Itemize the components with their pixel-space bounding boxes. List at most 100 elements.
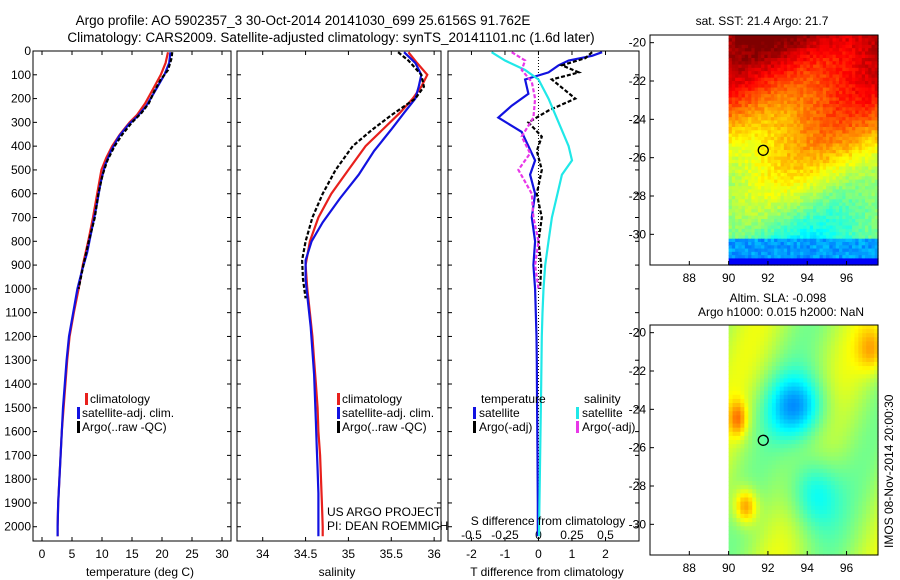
map-cell xyxy=(868,199,873,204)
map-cell xyxy=(815,337,820,343)
map-cell xyxy=(756,378,761,384)
map-cell xyxy=(852,258,856,263)
map-cell xyxy=(874,123,879,128)
map-cell xyxy=(796,84,801,89)
map-cell xyxy=(791,390,797,396)
map-cell xyxy=(870,423,875,429)
map-cell xyxy=(816,97,821,102)
map-cell xyxy=(806,156,811,161)
map-cell xyxy=(809,163,814,168)
map-cell xyxy=(728,361,734,367)
map-cell xyxy=(852,38,856,43)
map-cell xyxy=(770,153,775,158)
map-cell xyxy=(858,386,863,392)
map-cell xyxy=(774,228,778,233)
map-cell xyxy=(834,398,840,404)
map-cell xyxy=(842,87,847,92)
map-cell xyxy=(777,41,782,46)
map-cell xyxy=(826,67,830,72)
map-cell xyxy=(795,353,800,359)
map-cell xyxy=(855,215,860,220)
map-cell xyxy=(858,468,863,474)
map-cell xyxy=(838,460,844,466)
map-cell xyxy=(731,156,736,161)
map-cell xyxy=(795,423,800,429)
map-cell xyxy=(796,38,801,43)
map-cell xyxy=(800,146,804,151)
map-cell xyxy=(735,146,739,151)
map-cell xyxy=(731,232,736,237)
map-cell xyxy=(848,182,853,187)
map-cell xyxy=(848,123,853,128)
map-cell xyxy=(787,123,791,128)
map-cell xyxy=(862,357,867,363)
map-cell xyxy=(819,100,824,105)
map-cell xyxy=(756,349,761,355)
map-cell xyxy=(764,41,769,46)
map-cell xyxy=(741,81,746,85)
map-cell xyxy=(748,133,752,138)
map-cell xyxy=(790,97,795,102)
map-cell xyxy=(846,460,852,466)
map-cell xyxy=(761,156,765,161)
map-cell xyxy=(774,113,778,118)
map-cell xyxy=(838,427,844,433)
map-cell xyxy=(787,130,791,135)
map-cell xyxy=(842,258,847,263)
map-cell xyxy=(865,166,869,171)
map-cell xyxy=(754,54,759,59)
map-cell xyxy=(826,130,830,135)
map-cell xyxy=(787,94,791,99)
map-cell xyxy=(770,136,775,141)
map-cell xyxy=(738,173,743,177)
map-cell xyxy=(813,64,817,69)
map-cell xyxy=(870,394,875,400)
map-cell xyxy=(865,248,869,253)
map-cell xyxy=(822,427,828,433)
map-cell xyxy=(748,261,752,266)
map-cell xyxy=(748,349,753,355)
map-cell xyxy=(868,87,873,92)
map-cell xyxy=(748,345,753,351)
map-cell xyxy=(809,255,814,260)
map-cell xyxy=(845,74,850,79)
map-cell xyxy=(822,341,828,347)
map-cell xyxy=(757,235,762,240)
map-cell xyxy=(870,415,875,421)
map-cell xyxy=(861,127,866,131)
map-cell xyxy=(775,407,781,412)
map-cell xyxy=(819,196,824,200)
map-cell xyxy=(811,468,816,474)
map-cell xyxy=(787,398,793,404)
map-cell xyxy=(868,117,873,122)
map-cell xyxy=(830,464,836,470)
map-cell xyxy=(751,251,756,256)
map-cell xyxy=(874,476,879,482)
map-cell xyxy=(796,212,801,217)
map-cell xyxy=(770,173,775,177)
map-cell xyxy=(874,150,879,154)
map-cell xyxy=(795,378,800,384)
map-cell xyxy=(761,74,765,79)
map-cell xyxy=(741,58,746,62)
map-cell xyxy=(830,403,836,408)
map-cell xyxy=(868,189,873,194)
map-cell xyxy=(865,136,869,141)
map-cell xyxy=(861,64,866,69)
map-cell xyxy=(764,476,769,482)
lon-tick-label: 90 xyxy=(722,271,736,285)
map-cell xyxy=(861,81,866,85)
lat-tick-label: -30 xyxy=(629,227,647,241)
map-cell xyxy=(767,245,772,250)
map-cell xyxy=(748,189,752,194)
map-cell xyxy=(790,74,795,79)
map-cell xyxy=(770,176,775,181)
map-cell xyxy=(740,444,745,449)
map-cell xyxy=(728,366,734,371)
map-cell xyxy=(855,58,860,62)
map-cell xyxy=(757,182,762,187)
map-cell xyxy=(732,374,738,379)
map-cell xyxy=(822,41,827,46)
map-cell xyxy=(826,407,832,412)
map-cell xyxy=(740,481,745,486)
